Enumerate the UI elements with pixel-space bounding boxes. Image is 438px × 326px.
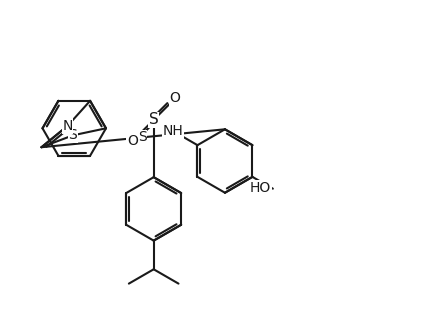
Text: N: N (62, 119, 73, 133)
Text: O: O (127, 134, 138, 148)
Text: NH: NH (162, 124, 184, 138)
Text: S: S (138, 130, 147, 144)
Text: S: S (149, 112, 159, 127)
Text: HO: HO (250, 181, 271, 195)
Text: O: O (170, 92, 180, 106)
Text: S: S (69, 128, 78, 142)
